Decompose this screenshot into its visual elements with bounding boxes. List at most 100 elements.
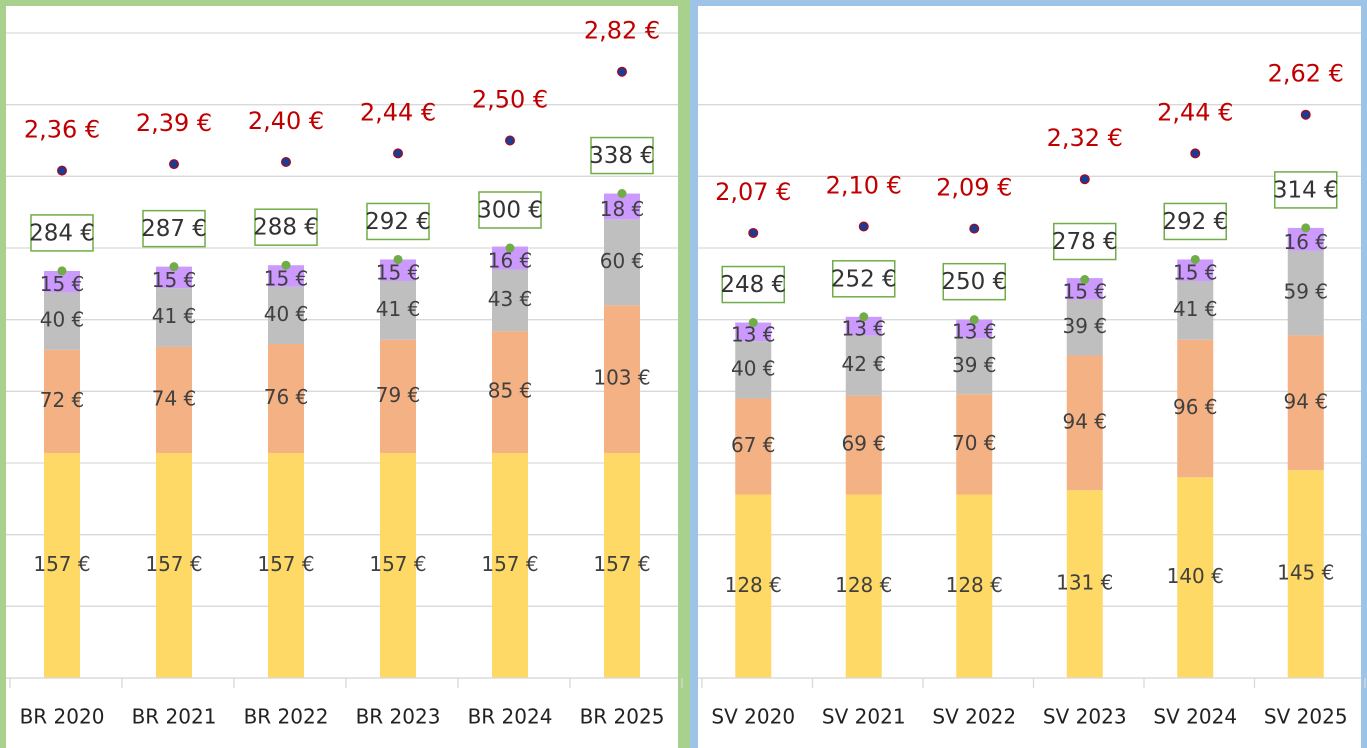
- bar-segment: [156, 266, 192, 289]
- price-marker: [858, 221, 869, 232]
- value-label: 157 €: [145, 552, 202, 576]
- value-label: 157 €: [257, 552, 314, 576]
- total-box: [366, 202, 430, 241]
- total-box: [1274, 171, 1338, 209]
- value-label: 40 €: [264, 302, 309, 326]
- price-label: 2,07 €: [715, 178, 791, 206]
- bar-segment: [1066, 490, 1103, 678]
- price-marker: [393, 148, 403, 159]
- value-label: 128 €: [946, 573, 1003, 597]
- value-label: 15 €: [40, 272, 85, 296]
- price-marker: [748, 227, 759, 238]
- x-tick-label: BR 2024: [468, 705, 553, 729]
- total-marker: [57, 266, 67, 276]
- panel-right: [698, 6, 1361, 748]
- price-marker: [1300, 109, 1311, 120]
- value-label: 40 €: [731, 356, 776, 380]
- value-label: 70 €: [952, 431, 997, 455]
- value-label: 15 €: [264, 266, 309, 290]
- total-marker: [1301, 223, 1311, 233]
- total-label: 284 €: [29, 220, 95, 246]
- value-label: 72 €: [40, 388, 85, 412]
- total-box: [1053, 222, 1117, 261]
- bar-segment: [1287, 470, 1324, 678]
- total-box: [1163, 202, 1227, 241]
- total-marker: [281, 260, 291, 270]
- total-box: [832, 260, 896, 298]
- total-label: 248 €: [720, 272, 786, 298]
- value-label: 42 €: [841, 352, 886, 376]
- total-box: [30, 214, 94, 252]
- value-label: 40 €: [40, 308, 85, 332]
- total-label: 338 €: [589, 143, 655, 169]
- value-label: 16 €: [488, 249, 533, 273]
- value-label: 39 €: [952, 353, 997, 377]
- value-label: 157 €: [369, 552, 426, 576]
- total-box: [478, 191, 542, 229]
- total-marker: [1080, 275, 1090, 285]
- bar-segment: [1066, 278, 1103, 300]
- bar-segment: [735, 398, 772, 495]
- price-label: 2,44 €: [1157, 98, 1233, 126]
- bar-segment: [44, 452, 80, 678]
- total-label: 288 €: [253, 215, 319, 241]
- price-marker: [169, 159, 179, 170]
- bar-segment: [492, 452, 528, 678]
- price-label: 2,44 €: [360, 98, 436, 126]
- total-label: 314 €: [1273, 177, 1339, 203]
- bar-segment: [956, 494, 993, 678]
- panel-left: [6, 6, 678, 748]
- bar-segment: [44, 349, 80, 453]
- bar-segment: [1177, 259, 1214, 281]
- bar-segment: [1287, 227, 1324, 251]
- bar-segment: [956, 394, 993, 495]
- bar-segment: [1177, 477, 1214, 678]
- bar-segment: [1177, 280, 1214, 340]
- total-label: 292 €: [1162, 209, 1228, 235]
- value-label: 39 €: [1062, 314, 1107, 338]
- x-tick-label: SV 2022: [932, 705, 1016, 729]
- value-label: 60 €: [600, 249, 645, 273]
- bar-segment: [44, 270, 80, 293]
- total-label: 287 €: [141, 216, 207, 242]
- value-label: 94 €: [1062, 409, 1107, 433]
- price-marker: [57, 165, 67, 176]
- value-label: 43 €: [488, 287, 533, 311]
- price-label: 2,36 €: [24, 116, 100, 144]
- bar-segment: [956, 338, 993, 395]
- price-marker: [617, 66, 627, 77]
- bar-segment: [156, 288, 192, 347]
- price-marker: [969, 223, 980, 234]
- price-label: 2,50 €: [472, 86, 548, 114]
- price-label: 2,09 €: [936, 174, 1012, 202]
- total-label: 250 €: [941, 269, 1007, 295]
- price-label: 2,40 €: [248, 107, 324, 135]
- total-label: 252 €: [831, 266, 897, 292]
- x-tick-label: BR 2023: [356, 705, 441, 729]
- x-tick-label: SV 2020: [711, 705, 795, 729]
- bar-segment: [1066, 299, 1103, 356]
- bar-segment: [380, 280, 416, 340]
- value-label: 18 €: [600, 197, 645, 221]
- bar-segment: [845, 335, 882, 396]
- total-marker: [859, 312, 869, 322]
- price-label: 2,10 €: [826, 172, 902, 200]
- value-label: 85 €: [488, 379, 533, 403]
- value-label: 15 €: [1173, 261, 1218, 285]
- bar-segment: [604, 452, 640, 678]
- value-label: 157 €: [481, 552, 538, 576]
- value-label: 41 €: [376, 297, 421, 321]
- total-label: 300 €: [477, 198, 543, 224]
- x-tick-label: BR 2021: [132, 705, 217, 729]
- bar-segment: [604, 305, 640, 453]
- bar-segment: [1287, 335, 1324, 471]
- value-label: 145 €: [1277, 561, 1334, 585]
- price-label: 2,82 €: [584, 17, 660, 45]
- bar-segment: [735, 322, 772, 342]
- bar-segment: [380, 452, 416, 678]
- total-marker: [617, 189, 627, 199]
- total-label: 292 €: [365, 209, 431, 235]
- value-label: 128 €: [835, 573, 892, 597]
